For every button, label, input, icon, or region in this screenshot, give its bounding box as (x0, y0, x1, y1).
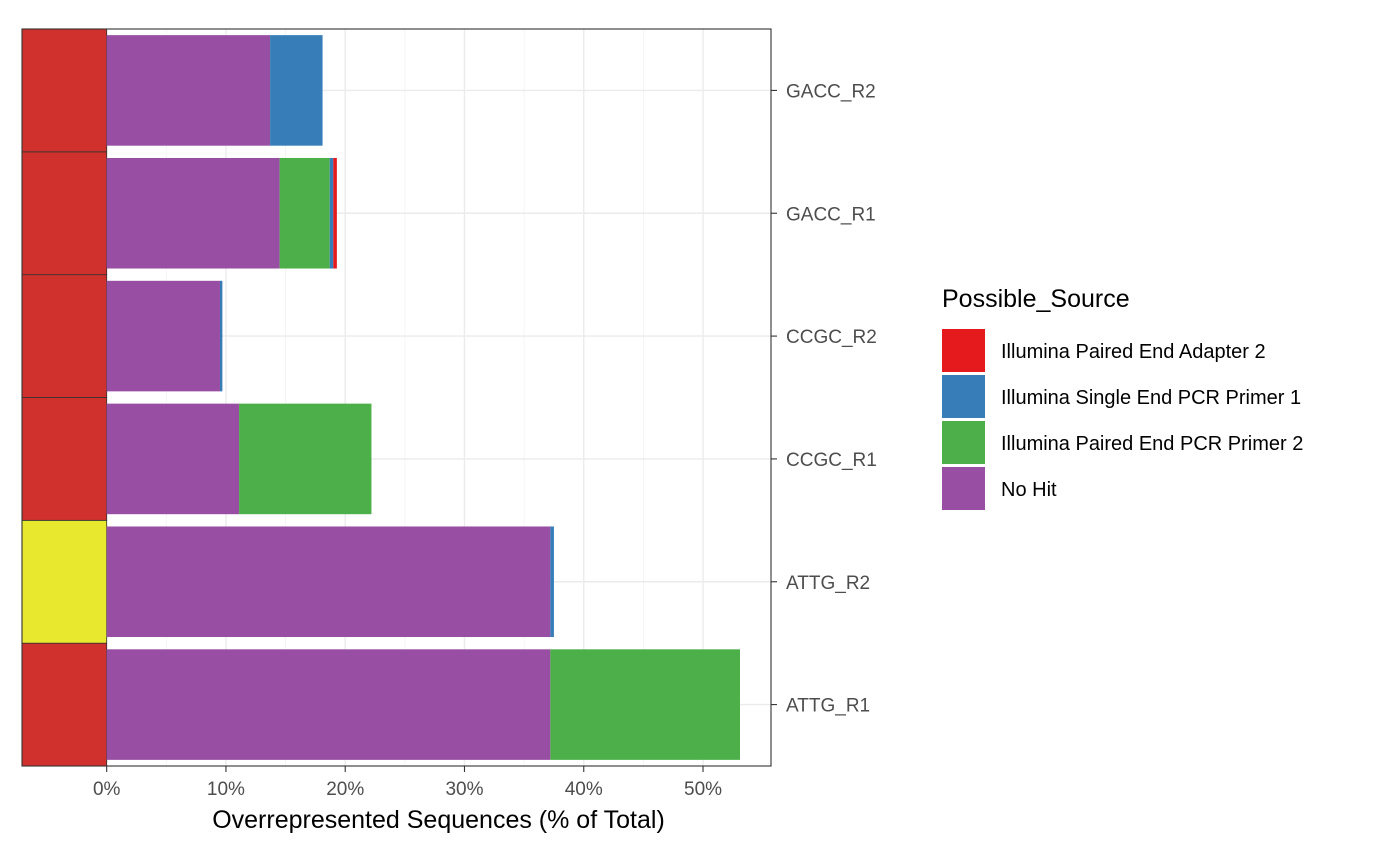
y-tick-label: CCGC_R2 (786, 327, 877, 348)
y-tick-label: ATTG_R2 (786, 573, 870, 594)
legend-swatch (942, 375, 985, 418)
legend-label: No Hit (1001, 479, 1057, 501)
bar-segment (550, 526, 554, 638)
y-tick-label: GACC_R1 (786, 204, 876, 225)
x-axis-title: Overrepresented Sequences (% of Total) (212, 806, 665, 834)
status-strip-cell (21, 519, 108, 644)
legend-label: Illumina Single End PCR Primer 1 (1001, 387, 1301, 409)
bar-segment (550, 649, 740, 760)
legend-swatch (942, 467, 985, 510)
legend-swatch (942, 329, 985, 372)
plot-panel (21, 28, 772, 767)
legend-label: Illumina Paired End PCR Primer 2 (1001, 433, 1303, 455)
legend-title: Possible_Source (942, 285, 1130, 313)
x-tick-label: 40% (565, 779, 603, 800)
y-axis: ATTG_R1 ATTG_R2 CCGC_R1 CCGC_R2 GACC_R1 GACC_… (771, 81, 877, 717)
panel-border (21, 28, 772, 767)
bar-segment (106, 157, 280, 269)
x-tick-label: 0% (93, 779, 121, 800)
legend-swatch (942, 421, 985, 464)
bar-segment (106, 35, 271, 146)
bar-segment (329, 157, 334, 269)
bar-segment (270, 35, 323, 146)
y-tick-label: ATTG_R1 (786, 696, 870, 717)
x-tick-label: 10% (207, 779, 245, 800)
bar-segment (106, 280, 220, 392)
status-strip-cell (21, 274, 108, 398)
bar-segment (106, 526, 551, 638)
bar-segment (219, 280, 223, 392)
y-tick-label: CCGC_R1 (786, 450, 877, 471)
x-axis: 0% 10% 20% 30% 40% 50% (93, 766, 722, 800)
legend-label: Illumina Paired End Adapter 2 (1001, 341, 1266, 363)
bar-segment (279, 157, 330, 269)
bar-segment (106, 403, 240, 515)
x-tick-label: 20% (326, 779, 364, 800)
legend: Possible_Source Illumina Paired End Adap… (942, 285, 1303, 510)
bar-segment (239, 403, 372, 515)
status-strip-cell (21, 28, 108, 153)
status-strip-cell (21, 151, 108, 276)
bars (106, 35, 740, 760)
x-tick-label: 50% (684, 779, 722, 800)
status-strip-cell (21, 642, 108, 767)
status-strip-cell (21, 397, 108, 521)
bar-segment (333, 157, 337, 269)
y-tick-label: GACC_R2 (786, 81, 876, 102)
panel-background (22, 29, 771, 766)
bar-segment (106, 649, 551, 760)
status-strip (21, 28, 108, 767)
x-tick-label: 30% (445, 779, 483, 800)
legend-entries: Illumina Paired End Adapter 2 Illumina Si… (942, 329, 1303, 510)
